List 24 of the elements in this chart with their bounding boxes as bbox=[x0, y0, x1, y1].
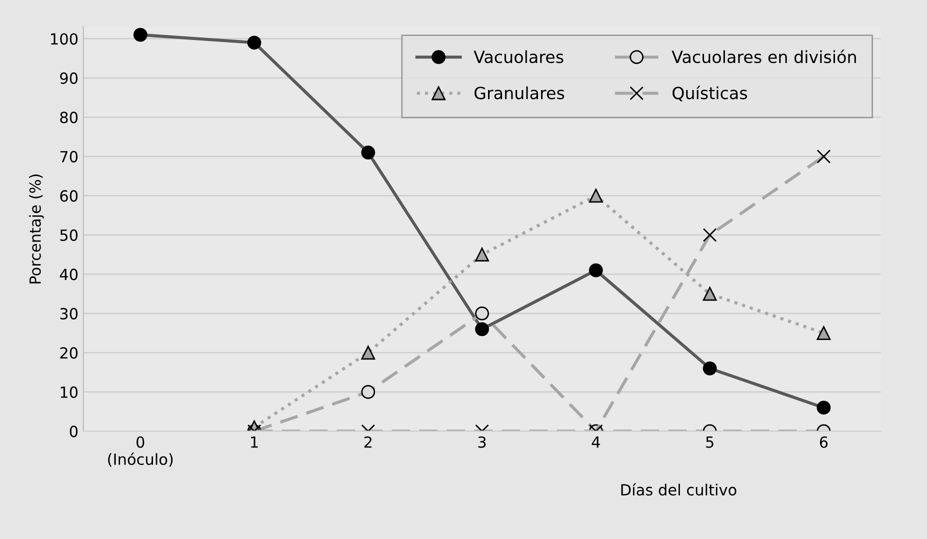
y-tick-label: 20 bbox=[60, 347, 78, 359]
y-tick-label: 40 bbox=[60, 268, 78, 280]
y-tick-label: 0 bbox=[70, 426, 78, 438]
y-tick-label: 80 bbox=[60, 112, 78, 124]
legend-label: Vacuolares en división bbox=[672, 50, 856, 64]
legend-label: Vacuolares bbox=[474, 50, 564, 64]
y-tick-label: 30 bbox=[60, 308, 78, 320]
legend-label: Quísticas bbox=[672, 86, 748, 102]
x-tick-label: 6 bbox=[820, 436, 828, 448]
y-axis-title: Porcentaje (%) bbox=[29, 174, 44, 284]
x-axis-title: Días del cultivo bbox=[621, 483, 736, 496]
x-tick-label: 5 bbox=[706, 436, 714, 448]
y-tick-label: 50 bbox=[60, 229, 78, 241]
x-tick-label: 1 bbox=[251, 436, 258, 448]
x-tick-label: 3 bbox=[478, 436, 486, 448]
x-tick-label: 2 bbox=[364, 436, 372, 448]
y-tick-label: 10 bbox=[60, 386, 78, 398]
x-tick-label: 4 bbox=[592, 436, 600, 448]
y-tick-label: 70 bbox=[60, 150, 78, 162]
legend-label: Granulares bbox=[474, 86, 564, 100]
x-tick-label: 0 (Inóculo) bbox=[108, 436, 173, 467]
y-tick-label: 60 bbox=[60, 190, 78, 202]
y-tick-label: 100 bbox=[51, 33, 78, 45]
y-tick-label: 90 bbox=[60, 72, 78, 84]
